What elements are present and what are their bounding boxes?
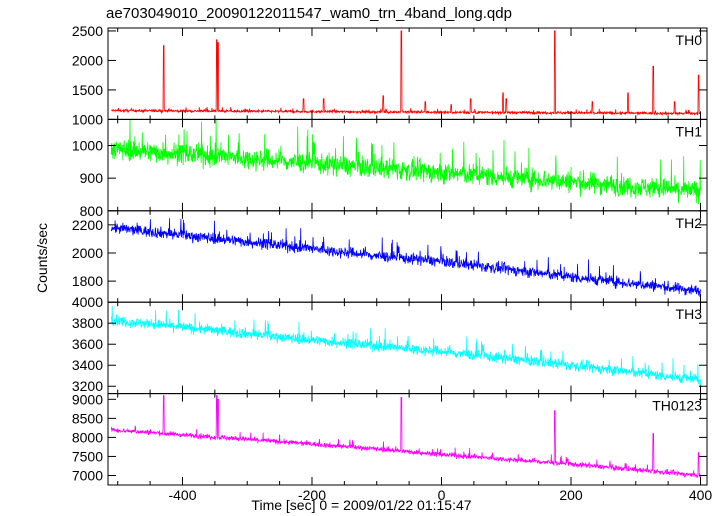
panel-frame-TH0123: [107, 393, 708, 486]
x-tick-label: 0: [438, 487, 446, 503]
y-tick-label: 3200: [72, 378, 103, 394]
panel-label-TH3: TH3: [676, 306, 703, 322]
y-tick-label: 9000: [72, 391, 103, 407]
y-tick-label: 1000: [72, 138, 103, 154]
y-tick-label: 1500: [72, 82, 103, 98]
panel-frame-TH2: [107, 210, 708, 303]
series-TH0: [111, 30, 701, 117]
panel-label-TH0: TH0: [676, 32, 703, 48]
y-tick-label: 900: [80, 170, 104, 186]
panel-label-TH0123: TH0123: [652, 398, 702, 414]
y-tick-label: 8000: [72, 429, 103, 445]
panel-label-TH2: TH2: [676, 215, 703, 231]
y-tick-label: 1800: [72, 273, 103, 289]
y-tick-label: 3400: [72, 357, 103, 373]
y-tick-label: 2000: [72, 245, 103, 261]
y-tick-label: 8500: [72, 410, 103, 426]
y-tick-label: 3800: [72, 315, 103, 331]
y-tick-label: 7500: [72, 448, 103, 464]
x-tick-label: 200: [559, 487, 583, 503]
series-TH2: [110, 218, 701, 297]
x-tick-label: 400: [689, 487, 713, 503]
series-TH0123: [110, 395, 701, 479]
y-tick-label: 2500: [72, 23, 103, 39]
y-tick-label: 3600: [72, 336, 103, 352]
y-tick-label: 1000: [72, 111, 103, 127]
panel-label-TH1: TH1: [676, 123, 703, 139]
x-axis-label: Time [sec] 0 = 2009/01/22 01:15:47: [251, 497, 472, 513]
chart-title: ae703049010_20090122011547_wam0_trn_4ban…: [106, 5, 512, 22]
series-TH3: [110, 305, 701, 387]
x-tick-label: -200: [298, 487, 326, 503]
y-tick-label: 2000: [72, 52, 103, 68]
panel-frame-TH0: [107, 27, 708, 120]
series-TH1: [110, 119, 701, 205]
x-tick-label: -400: [168, 487, 196, 503]
y-tick-label: 800: [80, 203, 104, 219]
y-tick-label: 2200: [72, 217, 103, 233]
y-tick-label: 7000: [72, 467, 103, 483]
y-tick-label: 4000: [72, 294, 103, 310]
